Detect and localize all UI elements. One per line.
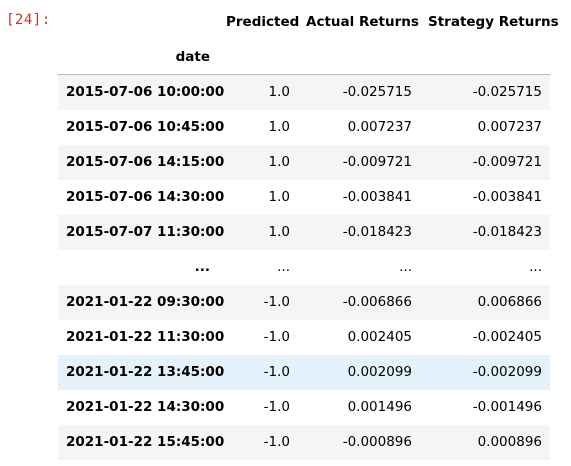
row-index-date: 2015-07-07 11:30:00 [66,224,225,240]
cell-predicted: ... [277,259,290,275]
table-row: 2021-01-22 15:45:00 -1.0 -0.000896 0.000896 [58,424,550,460]
table-row: ............ [58,250,550,285]
dataframe-table: Predicted Actual Returns Strategy Return… [58,4,559,460]
cell-strategy-returns: 0.000896 [477,434,542,450]
cell-predicted: 1.0 [268,189,290,205]
index-name-date: date [58,39,218,75]
cell-execution-prompt: [24]: [6,12,51,28]
cell-strategy-returns: 0.007237 [477,119,542,135]
table-row: 2021-01-22 13:45:00 -1.0 0.002099 -0.002099 [58,354,550,390]
row-index-date: ... [194,259,210,275]
column-header-strategy-returns: Strategy Returns [428,13,559,30]
cell-predicted: -1.0 [263,364,290,380]
column-header-actual-returns: Actual Returns [306,13,419,30]
column-header-row: Predicted Actual Returns Strategy Return… [58,4,559,39]
dataframe-output: Predicted Actual Returns Strategy Return… [58,4,559,460]
cell-strategy-returns: ... [529,259,542,275]
cell-actual-returns: -0.025715 [342,84,412,101]
row-index-date: 2021-01-22 11:30:00 [66,329,225,345]
cell-strategy-returns: -0.003841 [472,189,542,205]
cell-predicted: -1.0 [263,294,290,310]
index-name-row: date [58,39,550,75]
cell-actual-returns: -0.000896 [342,434,412,450]
row-index-date: 2021-01-22 15:45:00 [66,434,225,450]
table-row: 2015-07-07 11:30:00 1.0 -0.018423 -0.018423 [58,214,550,250]
table-row: 2015-07-06 10:45:00 1.0 0.007237 0.007237 [58,110,550,145]
row-index-date: 2021-01-22 13:45:00 [66,364,225,380]
table-row: 2015-07-06 10:00:00 1.0 -0.025715 -0.025715 [58,74,550,110]
table-row: 2015-07-06 14:15:00 1.0 -0.009721 -0.009721 [58,144,550,180]
cell-actual-returns: -0.018423 [342,224,412,240]
cell-actual-returns: 0.002099 [347,364,412,380]
cell-predicted: -1.0 [263,399,290,415]
cell-predicted: 1.0 [268,224,290,240]
cell-actual-returns: 0.001496 [347,399,412,415]
dataframe-body: 2015-07-06 10:00:00 1.0 -0.025715 -0.025715… [58,74,550,460]
cell-strategy-returns: -0.025715 [472,84,542,101]
cell-predicted: -1.0 [263,434,290,450]
index-header-blank [58,4,218,39]
cell-actual-returns: 0.007237 [347,119,412,135]
row-index-date: 2021-01-22 09:30:00 [66,294,225,310]
cell-actual-returns: ... [399,259,412,275]
cell-strategy-returns: -0.002099 [472,364,542,380]
cell-strategy-returns: 0.006866 [477,294,542,310]
column-header-predicted: Predicted [226,13,300,30]
cell-actual-returns: -0.006866 [342,294,412,310]
cell-strategy-returns: -0.009721 [472,154,542,170]
cell-predicted: 1.0 [268,119,290,135]
cell-predicted: 1.0 [268,84,290,101]
row-index-date: 2015-07-06 10:45:00 [66,119,225,135]
cell-actual-returns: -0.003841 [342,189,412,205]
cell-strategy-returns: -0.002405 [472,329,542,345]
cell-predicted: 1.0 [268,154,290,170]
cell-actual-returns: -0.009721 [342,154,412,170]
table-row: 2015-07-06 14:30:00 1.0 -0.003841 -0.003841 [58,180,550,215]
row-index-date: 2015-07-06 14:15:00 [66,154,225,170]
row-index-date: 2021-01-22 14:30:00 [66,399,225,415]
row-index-date: 2015-07-06 10:00:00 [66,84,225,101]
cell-strategy-returns: -0.018423 [472,224,542,240]
row-index-date: 2015-07-06 14:30:00 [66,189,225,205]
cell-predicted: -1.0 [263,329,290,345]
table-row: 2021-01-22 11:30:00 -1.0 0.002405 -0.002405 [58,320,550,355]
table-row: 2021-01-22 09:30:00 -1.0 -0.006866 0.006866 [58,284,550,320]
cell-actual-returns: 0.002405 [347,329,412,345]
cell-strategy-returns: -0.001496 [472,399,542,415]
table-row: 2021-01-22 14:30:00 -1.0 0.001496 -0.001496 [58,390,550,425]
